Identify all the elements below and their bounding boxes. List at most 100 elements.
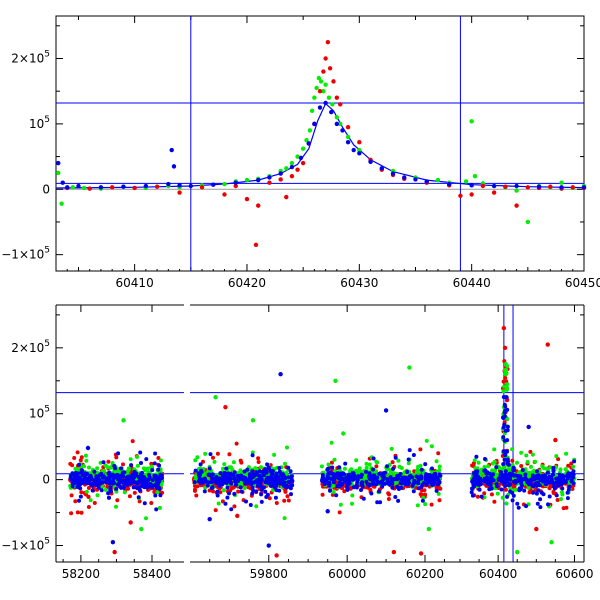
- data-point: [569, 461, 574, 466]
- data-point: [505, 461, 510, 466]
- data-point: [556, 483, 561, 488]
- data-point: [236, 473, 241, 478]
- data-point: [108, 485, 113, 490]
- data-point: [139, 461, 143, 465]
- data-point: [232, 470, 237, 475]
- data-point: [344, 476, 349, 481]
- data-point: [478, 482, 483, 487]
- data-point: [284, 471, 289, 476]
- data-point: [559, 185, 564, 190]
- data-point: [357, 147, 362, 153]
- data-point: [492, 447, 497, 452]
- data-point: [505, 416, 510, 421]
- data-point: [504, 501, 509, 506]
- data-point: [169, 147, 174, 153]
- data-point: [106, 491, 111, 496]
- data-point: [491, 183, 497, 189]
- data-point: [88, 498, 93, 503]
- data-point: [320, 475, 325, 480]
- y-tick-label: 2×105: [11, 50, 50, 66]
- data-point: [514, 203, 519, 208]
- data-point: [334, 95, 340, 100]
- data-point: [375, 479, 380, 484]
- data-point: [81, 473, 86, 478]
- data-point: [534, 491, 539, 496]
- data-point: [334, 493, 339, 498]
- data-point: [501, 389, 506, 394]
- data-point: [424, 179, 429, 184]
- data-point: [97, 473, 102, 478]
- data-point: [60, 180, 65, 185]
- data-point: [270, 469, 275, 473]
- data-point: [500, 495, 505, 500]
- data-point: [250, 453, 255, 458]
- data-point: [437, 498, 442, 503]
- data-point: [547, 494, 552, 499]
- data-point: [545, 342, 550, 347]
- data-point: [231, 473, 236, 478]
- cluster-blue: [320, 448, 443, 505]
- data-point: [208, 452, 213, 457]
- data-point: [278, 371, 283, 377]
- data-point: [377, 489, 381, 494]
- data-point: [222, 462, 227, 467]
- data-point: [474, 472, 479, 477]
- data-point: [154, 507, 159, 512]
- data-point: [276, 478, 281, 483]
- data-point: [154, 184, 160, 189]
- data-point: [192, 480, 197, 485]
- data-point: [285, 494, 290, 499]
- data-point: [528, 481, 533, 486]
- data-point: [331, 483, 336, 488]
- data-point: [475, 466, 480, 471]
- data-point: [92, 501, 97, 505]
- data-point: [369, 491, 374, 496]
- data-point: [503, 487, 508, 492]
- data-point: [522, 488, 527, 493]
- data-point: [205, 483, 210, 488]
- data-point: [492, 499, 497, 504]
- data-point: [364, 479, 369, 484]
- data-point: [284, 485, 289, 490]
- data-point: [541, 492, 546, 497]
- data-point: [387, 482, 392, 487]
- data-point: [260, 469, 265, 474]
- data-point: [435, 475, 440, 480]
- data-point: [282, 516, 287, 521]
- data-point: [477, 487, 482, 492]
- data-point: [177, 190, 182, 195]
- data-point: [368, 159, 373, 165]
- data-point: [551, 465, 556, 470]
- data-point: [259, 487, 264, 492]
- data-point: [193, 458, 198, 463]
- data-point: [156, 456, 161, 460]
- data-point: [473, 482, 478, 487]
- y-tick-label: 0: [42, 182, 50, 196]
- data-point: [504, 472, 509, 477]
- data-point: [549, 478, 554, 483]
- data-point: [407, 448, 412, 453]
- data-point: [512, 484, 517, 489]
- data-point: [69, 511, 74, 516]
- data-point: [393, 495, 398, 499]
- data-point: [317, 105, 323, 110]
- data-point: [533, 459, 538, 464]
- data-point: [482, 468, 487, 473]
- y-tick-mantissa: 0: [42, 473, 50, 487]
- data-point: [504, 476, 509, 481]
- data-point: [341, 471, 346, 476]
- data-point: [367, 462, 372, 467]
- data-point: [570, 185, 575, 190]
- data-point: [374, 464, 379, 469]
- data-point: [436, 451, 441, 456]
- data-point: [318, 79, 324, 84]
- data-point: [72, 456, 77, 460]
- data-point: [418, 447, 423, 452]
- data-point: [544, 466, 549, 471]
- x-tick-label: 60410: [116, 276, 154, 290]
- data-point: [132, 480, 137, 485]
- data-point: [390, 478, 395, 483]
- data-point: [482, 491, 487, 496]
- data-point: [374, 459, 379, 464]
